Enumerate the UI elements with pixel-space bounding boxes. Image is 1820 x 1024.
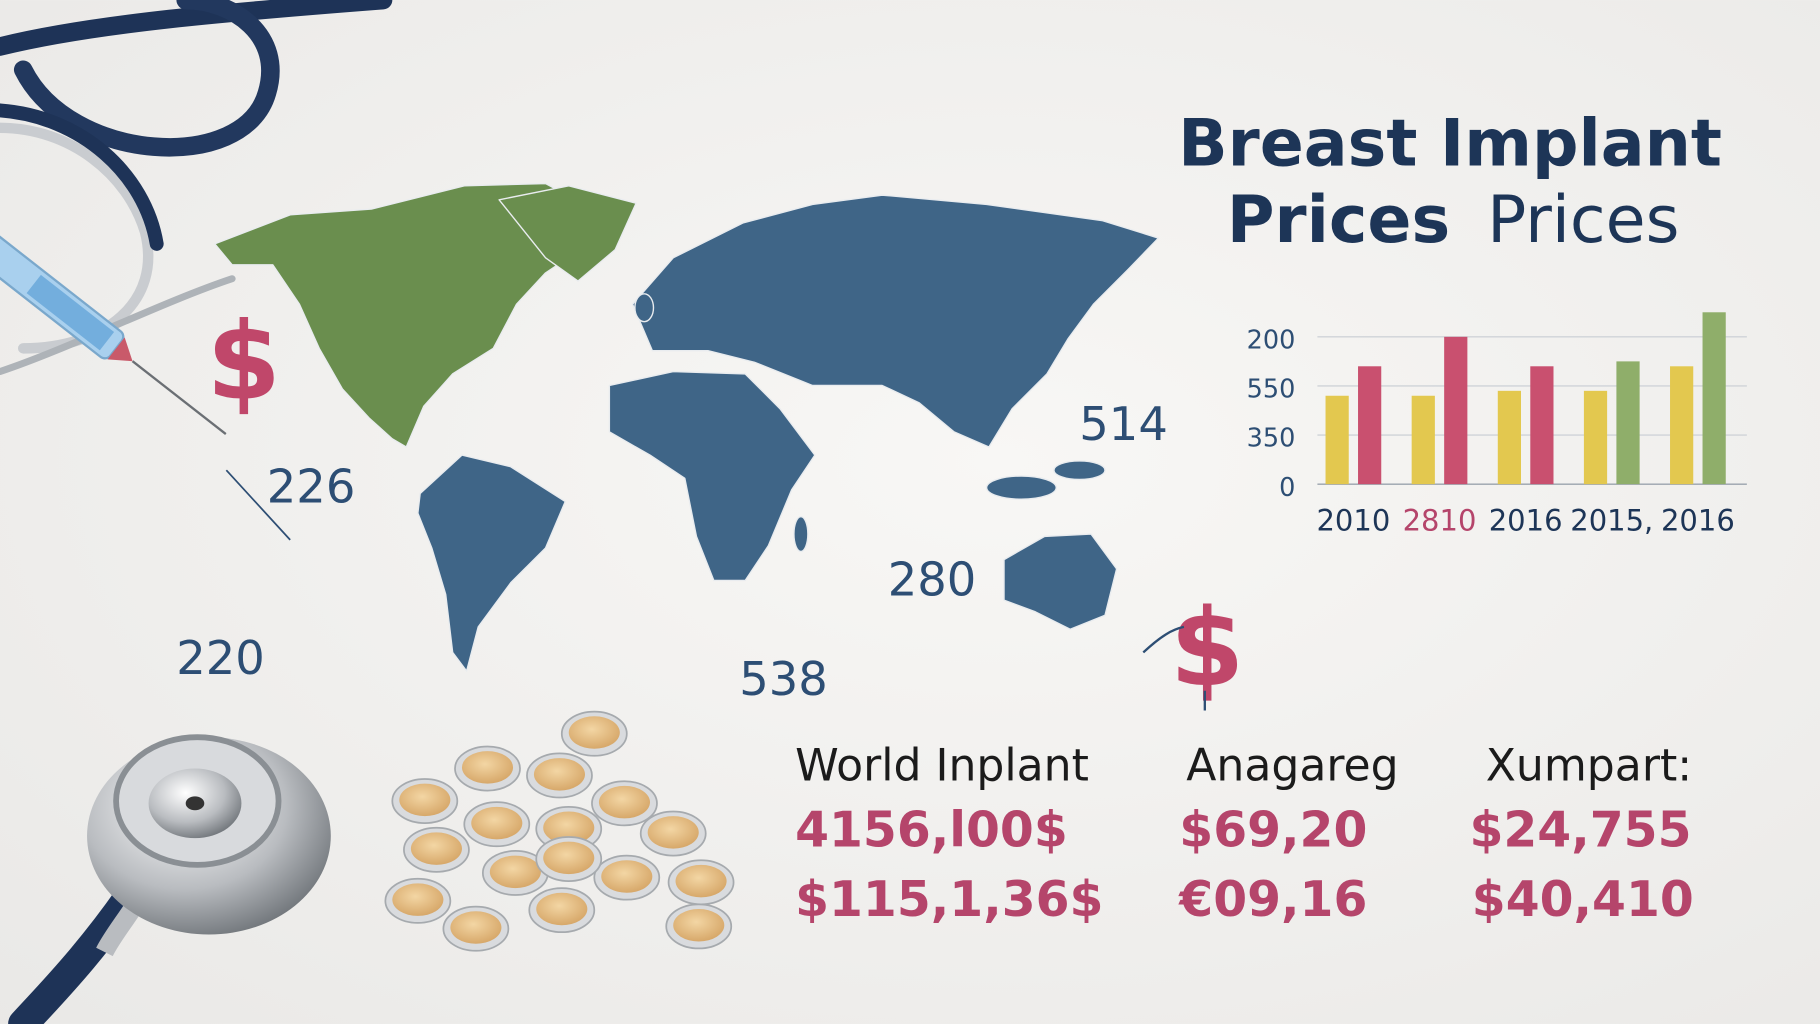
bar bbox=[1583, 390, 1608, 485]
title-line-2: Prices Prices bbox=[1227, 183, 1680, 258]
coin bbox=[675, 864, 727, 898]
coin bbox=[601, 860, 653, 893]
table-cell: $24,755 bbox=[1469, 803, 1691, 859]
coin bbox=[450, 911, 502, 944]
bar bbox=[1358, 366, 1382, 485]
bar bbox=[1530, 366, 1554, 485]
bar bbox=[1670, 366, 1694, 485]
pointer-line bbox=[225, 469, 291, 541]
bar bbox=[1444, 336, 1468, 485]
table-cell: 4156,l00$ bbox=[795, 803, 1068, 859]
coin bbox=[410, 832, 462, 865]
table-cell: €09,16 bbox=[1178, 872, 1367, 928]
coin bbox=[568, 716, 620, 749]
table-header: World Inplant bbox=[795, 741, 1089, 792]
bar bbox=[1325, 395, 1349, 485]
x-tick-label: 2016 bbox=[1489, 503, 1563, 537]
bar bbox=[1702, 312, 1726, 485]
eurasia bbox=[631, 194, 1160, 448]
coin bbox=[461, 751, 514, 784]
islands bbox=[634, 293, 655, 323]
dollar-symbol: $ bbox=[1170, 587, 1244, 711]
world-map bbox=[214, 182, 1160, 672]
coin bbox=[399, 783, 451, 817]
north-america bbox=[214, 182, 605, 448]
table-cell: $115,1,36$ bbox=[795, 872, 1103, 928]
south-america bbox=[417, 454, 566, 672]
table-header: Anagareg bbox=[1186, 741, 1398, 792]
table-cell: $69,20 bbox=[1179, 803, 1367, 859]
x-tick-label: 2010 bbox=[1316, 503, 1390, 537]
coin bbox=[543, 811, 595, 844]
map-label: 220 bbox=[176, 631, 265, 685]
islands bbox=[1053, 460, 1106, 481]
map-label: 514 bbox=[1079, 397, 1168, 451]
pointer-line bbox=[1142, 625, 1206, 711]
africa bbox=[608, 370, 816, 582]
table-header: Xumpart: bbox=[1486, 741, 1692, 792]
y-tick-label: 350 bbox=[1247, 424, 1296, 454]
bar-chart: 0 350 550 200 2010 2810 2016 2015, 2016 bbox=[1247, 312, 1747, 537]
coin bbox=[533, 758, 585, 791]
australia bbox=[1003, 533, 1118, 630]
y-tick-label: 0 bbox=[1279, 473, 1295, 503]
islands bbox=[985, 475, 1057, 500]
dollar-symbol: $ bbox=[207, 301, 281, 425]
coin bbox=[598, 785, 650, 819]
bar bbox=[1616, 361, 1640, 485]
table-cell: $40,410 bbox=[1472, 872, 1694, 928]
greenland bbox=[498, 185, 637, 282]
x-tick-label: 2015, bbox=[1570, 503, 1653, 537]
map-label: 226 bbox=[267, 459, 356, 513]
title-line-1: Breast Implant bbox=[1178, 107, 1722, 182]
coin bbox=[673, 908, 725, 942]
map-label: 280 bbox=[888, 552, 977, 606]
coin bbox=[543, 841, 595, 875]
map-label: 538 bbox=[739, 652, 828, 706]
syringe bbox=[0, 229, 227, 436]
bar bbox=[1497, 390, 1521, 485]
title-bold: Prices bbox=[1227, 183, 1450, 258]
title-light: Prices bbox=[1487, 183, 1679, 258]
y-tick-label: 550 bbox=[1247, 375, 1296, 405]
islands bbox=[793, 515, 809, 553]
coin bbox=[392, 883, 444, 916]
coin bbox=[471, 806, 523, 840]
coin bbox=[489, 855, 541, 889]
coins bbox=[384, 710, 735, 952]
stethoscope-tubing bbox=[0, 0, 393, 376]
x-tick-label: 2810 bbox=[1403, 503, 1477, 537]
y-tick-label: 200 bbox=[1247, 325, 1296, 355]
bar bbox=[1411, 395, 1435, 485]
stethoscope-chestpiece bbox=[8, 734, 331, 1024]
coin bbox=[647, 816, 699, 849]
x-tick-label: 2016 bbox=[1661, 503, 1735, 537]
coin bbox=[536, 892, 588, 926]
